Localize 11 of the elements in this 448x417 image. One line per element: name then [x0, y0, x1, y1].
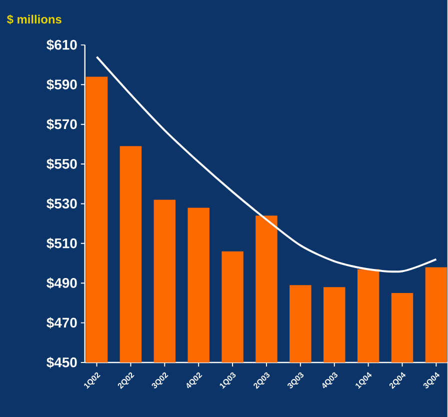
chart-title: $ millions	[6, 14, 62, 24]
y-tick-label: $530	[46, 198, 77, 210]
y-tick-label: $510	[46, 238, 77, 249]
line-series	[96, 56, 438, 272]
y-tick-label: $450	[46, 356, 77, 368]
y-tick-label: $550	[46, 158, 77, 170]
y-tick-label: $590	[46, 78, 77, 90]
y-tick-label: $610	[46, 39, 77, 50]
y-tick-label: $490	[46, 277, 77, 289]
y-tick-label: $570	[46, 118, 77, 130]
y-tick-label: $470	[46, 316, 77, 328]
